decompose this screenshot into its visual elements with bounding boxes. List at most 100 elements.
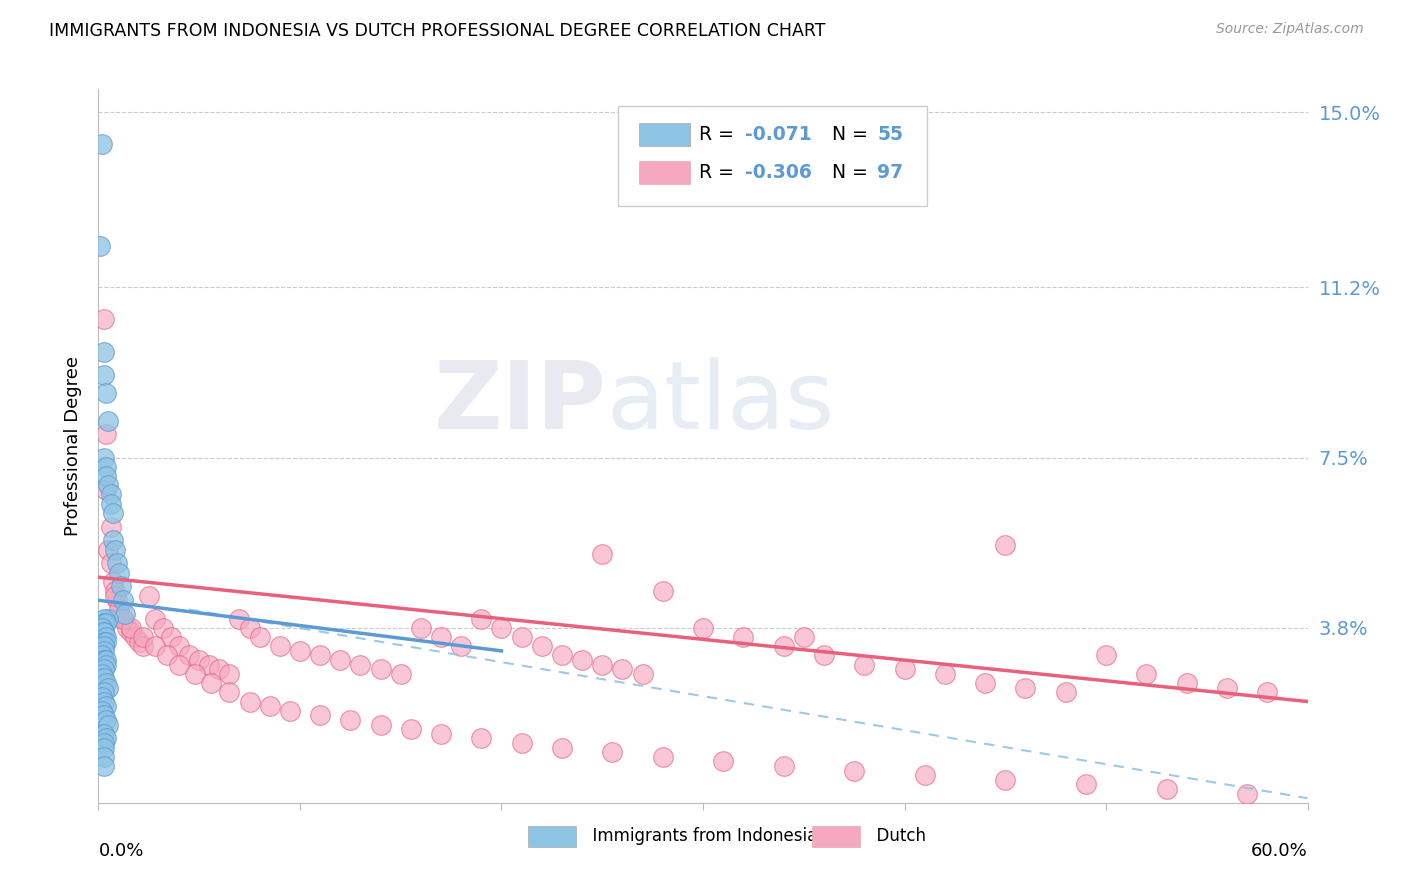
Point — [91, 666, 114, 681]
Point — [138, 589, 160, 603]
Point — [93, 759, 115, 773]
Point — [1256, 685, 1278, 699]
Point — [711, 755, 734, 769]
Point — [93, 644, 115, 658]
Point — [228, 612, 250, 626]
Point — [143, 612, 166, 626]
Point — [101, 574, 124, 589]
Point — [409, 621, 432, 635]
Point — [91, 704, 114, 718]
Point — [97, 478, 120, 492]
Point — [107, 566, 129, 580]
Point — [100, 487, 122, 501]
Point — [692, 621, 714, 635]
Point — [96, 713, 118, 727]
Point — [651, 584, 673, 599]
Point — [1135, 666, 1157, 681]
Point — [96, 483, 118, 497]
Point — [93, 685, 115, 699]
Point — [156, 648, 179, 663]
Point — [188, 653, 211, 667]
Point — [96, 630, 118, 644]
Point — [510, 736, 533, 750]
Point — [132, 640, 155, 654]
Point — [97, 612, 120, 626]
Text: Source: ZipAtlas.com: Source: ZipAtlas.com — [1216, 22, 1364, 37]
Point — [93, 634, 115, 648]
Point — [93, 736, 115, 750]
Point — [470, 612, 492, 626]
Point — [120, 625, 142, 640]
Point — [93, 727, 115, 741]
Point — [510, 630, 533, 644]
Point — [93, 749, 115, 764]
Point — [772, 759, 794, 773]
Point — [105, 557, 128, 571]
Point — [269, 640, 291, 654]
Point — [96, 653, 118, 667]
Point — [96, 427, 118, 442]
Point — [853, 657, 876, 672]
FancyBboxPatch shape — [638, 123, 690, 146]
Point — [111, 612, 134, 626]
Point — [974, 676, 997, 690]
Point — [93, 694, 115, 708]
Point — [96, 676, 118, 690]
Point — [198, 657, 221, 672]
Point — [1216, 681, 1239, 695]
Point — [93, 312, 115, 326]
Point — [1236, 787, 1258, 801]
Point — [470, 731, 492, 746]
FancyBboxPatch shape — [527, 826, 576, 847]
Point — [100, 519, 122, 533]
Text: R =: R = — [699, 126, 740, 145]
Point — [110, 579, 132, 593]
Point — [1156, 782, 1178, 797]
Point — [551, 740, 574, 755]
Text: R =: R = — [699, 163, 740, 182]
Point — [208, 662, 231, 676]
Point — [1074, 777, 1097, 791]
Point — [97, 542, 120, 557]
Point — [893, 662, 915, 676]
Text: 55: 55 — [877, 126, 903, 145]
Point — [103, 589, 125, 603]
Point — [772, 640, 794, 654]
FancyBboxPatch shape — [811, 826, 860, 847]
Text: 97: 97 — [877, 163, 903, 182]
Point — [120, 621, 142, 635]
Point — [103, 542, 125, 557]
Point — [91, 648, 114, 663]
Point — [143, 640, 166, 654]
Point — [239, 621, 262, 635]
Point — [103, 584, 125, 599]
Point — [91, 137, 114, 152]
Point — [339, 713, 361, 727]
Point — [167, 640, 190, 654]
Text: IMMIGRANTS FROM INDONESIA VS DUTCH PROFESSIONAL DEGREE CORRELATION CHART: IMMIGRANTS FROM INDONESIA VS DUTCH PROFE… — [49, 22, 825, 40]
Point — [184, 666, 207, 681]
Point — [96, 657, 118, 672]
Point — [101, 506, 124, 520]
Point — [200, 676, 222, 690]
Point — [93, 740, 115, 755]
Point — [124, 630, 146, 644]
Point — [105, 593, 128, 607]
Point — [1014, 681, 1036, 695]
Point — [491, 621, 513, 635]
Point — [288, 644, 311, 658]
Text: -0.306: -0.306 — [745, 163, 813, 182]
Point — [914, 768, 936, 782]
Point — [93, 653, 115, 667]
Point — [128, 634, 150, 648]
Point — [612, 662, 634, 676]
Point — [93, 612, 115, 626]
Point — [309, 648, 332, 663]
Point — [370, 662, 392, 676]
Point — [93, 450, 115, 465]
Point — [96, 386, 118, 401]
Point — [430, 727, 453, 741]
Point — [96, 731, 118, 746]
Point — [239, 694, 262, 708]
Point — [97, 414, 120, 428]
